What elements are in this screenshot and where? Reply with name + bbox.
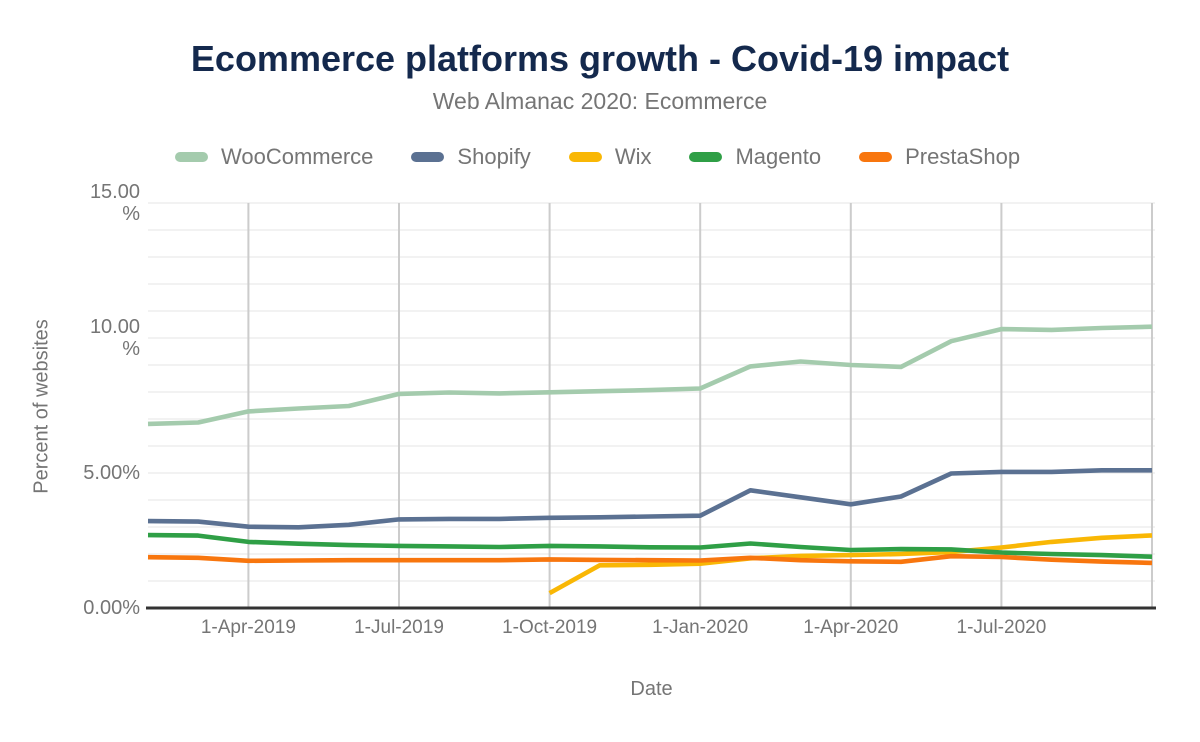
x-tick-label: 1-Apr-2019: [200, 617, 296, 638]
legend-item-shopify[interactable]: Shopify: [411, 144, 531, 170]
y-tick-label: 0.00%: [83, 597, 140, 619]
legend-swatch-icon: [689, 152, 723, 162]
legend-label: Magento: [735, 144, 822, 169]
legend-item-magento[interactable]: Magento: [689, 144, 821, 170]
legend-label: Shopify: [457, 144, 531, 169]
x-tick-label: 1-Oct-2019: [502, 617, 598, 638]
y-tick-label: 5.00%: [83, 462, 140, 484]
x-tick-label: 1-Jul-2020: [956, 617, 1047, 638]
legend-label: WooCommerce: [221, 144, 374, 169]
legend-item-prestashop[interactable]: PrestaShop: [859, 144, 1020, 170]
series-line-wix[interactable]: [548, 533, 1153, 596]
x-axis-title: Date: [630, 678, 673, 700]
legend-swatch-icon: [411, 152, 445, 162]
chart-title: Ecommerce platforms growth - Covid-19 im…: [190, 38, 1010, 79]
legend-swatch-icon: [175, 152, 208, 162]
series-line-magento[interactable]: [147, 532, 1153, 559]
legend-item-wix[interactable]: Wix: [568, 144, 652, 170]
x-tick-label: 1-Apr-2020: [803, 617, 899, 638]
series-line-woocommerce[interactable]: [147, 324, 1153, 427]
legend-item-woocommerce[interactable]: WooCommerce: [175, 144, 373, 170]
legend-swatch-icon: [568, 152, 602, 162]
x-tick-label: 1-Jul-2019: [354, 617, 444, 638]
y-tick-label: 15.00 %: [89, 181, 140, 225]
legend-swatch-icon: [859, 152, 893, 162]
series-line-prestashop[interactable]: [147, 553, 1153, 566]
legend-label: Wix: [614, 144, 652, 169]
y-tick-label: 10.00 %: [89, 316, 140, 360]
legend-label: PrestaShop: [905, 144, 1021, 169]
series-line-shopify[interactable]: [147, 468, 1152, 530]
chart-subtitle: Web Almanac 2020: Ecommerce: [432, 88, 768, 114]
y-axis-title: Percent of websites: [30, 319, 53, 494]
x-tick-label: 1-Jan-2020: [652, 617, 749, 638]
legend: WooCommerce Shopify Wix Magento PrestaShop: [175, 144, 1020, 170]
